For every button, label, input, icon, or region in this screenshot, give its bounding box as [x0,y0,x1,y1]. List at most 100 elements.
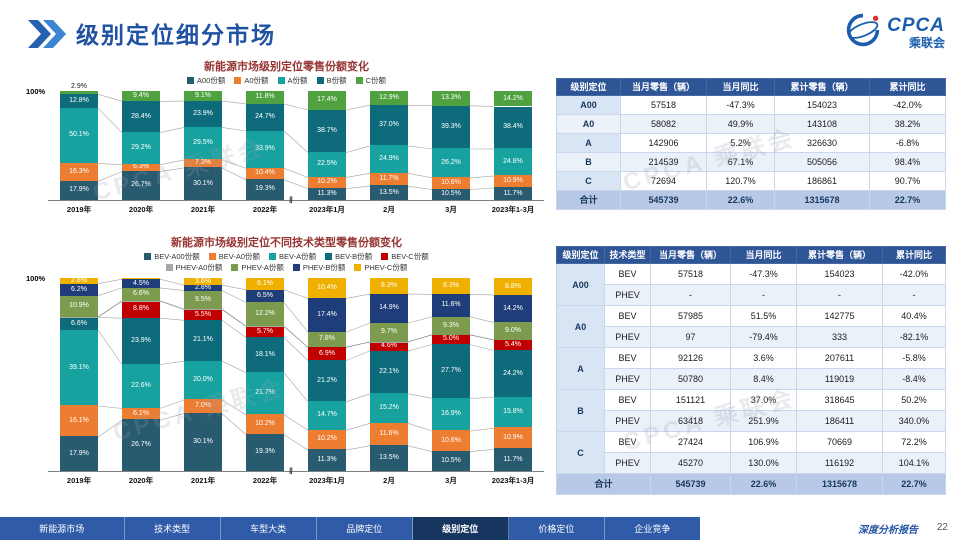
segment-label: 2.9% [71,83,87,90]
bar-segment: 6.3% [122,164,160,171]
bar-segment: 22.1% [370,350,408,394]
bar-segment: 26.7% [122,419,160,471]
value-cell: 50.2% [882,389,946,411]
legend-label: BEV-B份额 [335,252,373,261]
value-cell: 142906 [620,133,707,153]
legend-item: B份额 [316,75,347,86]
stacked-bar: 19.3% 10.2% 21.7% 18.1% 5.7% 12.2% 6.5% 6.1% [246,278,284,471]
table-row: PHEV 50780 8.4% 119019 -8.4% [557,368,946,390]
segment-label: 9.0% [505,327,521,335]
segment-label: 6.5% [257,292,273,300]
segment-label: 21.1% [193,336,213,344]
legend-item: BEV-A0份额 [208,251,260,262]
x-axis-label: 2020年 [128,476,154,485]
value-cell: 116192 [796,452,883,474]
segment-label: 9.4% [133,92,149,100]
legend-swatch [325,253,333,260]
value-cell: 318645 [796,389,883,411]
chart-plot-area: 17.9% 16.1% 39.1% 6.6% 10.9% 6.2% 2.8% 26.7% 6.1… [48,277,544,476]
table-row: C BEV 27424 106.9% 70669 72.2% [556,431,946,474]
chart-segment-share-by-tech: 新能源市场级别定位不同技术类型零售份额变化 BEV-A00份额 BEV-A0份额 B… [26,236,545,486]
legend-swatch [165,264,173,271]
x-axis-label: 2月 [383,205,395,214]
segment-label: 30.1% [193,438,213,446]
total-cell: 545739 [620,190,707,210]
tech-cell: PHEV [604,368,651,390]
value-cell: 326630 [774,133,870,153]
bar-segment: 6.2% [60,283,98,296]
bar-segment: 12.9% [370,91,408,106]
nav-tab-车型大类[interactable]: 车型大类 [221,517,317,540]
segment-label: 39.3% [441,123,461,131]
value-cell: 5.2% [706,133,775,153]
bar-segment: 2.8% [60,277,98,284]
segment-label: 33.9% [255,145,275,153]
bar-segment: 30.1% [184,412,222,471]
bar-segment: 10.5% [432,188,470,200]
value-cell: 186861 [774,171,870,191]
segment-label: 5.7% [257,327,273,335]
segment-cell: A00 [556,263,605,306]
table-row: C 72694 120.7% 186861 90.7% [556,171,946,191]
segment-label: 6.3% [133,163,149,171]
x-axis-label: 2023年1月 [309,205,345,214]
legend-label: BEV-C份额 [391,252,429,261]
bar-segment: 24.9% [370,145,408,173]
bar-segment: 21.2% [308,360,346,402]
value-cell: 57518 [620,95,707,115]
segment-label: 4.6% [381,342,397,350]
nav-tab-技术类型[interactable]: 技术类型 [125,517,221,540]
value-cell: -79.4% [730,326,797,348]
legend-item: BEV-B份额 [325,251,372,262]
bar-segment: 26.7% [122,170,160,200]
legend-item: BEV-A00份额 [144,251,200,262]
bar-segment: 11.7% [494,187,532,200]
x-axis-label: 2021年 [190,205,216,214]
segment-label: 27.7% [441,367,461,375]
segment-label: 29.5% [193,139,213,147]
legend-label: BEV-A00份额 [154,252,200,261]
bar-segment: 14.7% [308,401,346,430]
nav-tab-价格定位[interactable]: 价格定位 [509,517,605,540]
bar-segment: 14.9% [370,294,408,323]
segment-label: 15.8% [503,408,523,416]
bar-segment: 6.9% [308,346,346,361]
value-cell: 98.4% [869,152,946,172]
bar-segment: 6.1% [246,278,284,290]
bar-segment: 10.6% [432,430,470,451]
value-cell: 3.6% [730,347,797,369]
tech-cell: BEV [604,431,651,453]
segment-label: 15.2% [379,404,399,412]
segment-label: 10.9% [69,302,89,310]
x-axis-label: 2月 [383,476,395,485]
nav-tab-品牌定位[interactable]: 品牌定位 [317,517,413,540]
value-cell: - [882,284,946,306]
bar-segment: 7.0% [184,399,222,413]
page-number: 22 [936,522,948,533]
logo-text: CPCA 乘联会 [887,15,945,50]
segment-label: 3.6% [195,277,211,285]
bar-segment: 24.7% [246,103,284,131]
value-cell: 333 [796,326,883,348]
bar-segment: 10.2% [308,176,346,188]
nav-tab-级别定位[interactable]: 级别定位 [412,517,509,540]
bar-segment: 17.4% [308,90,346,110]
bar-segment: 8.8% [494,278,532,295]
segment-label: 12.8% [69,97,89,105]
table-row: A0 BEV 57985 51.5% 142775 40.4% [556,305,946,348]
nav-tab-新能源市场[interactable]: 新能源市场 [0,517,125,540]
column-header: 级别定位 [556,246,605,264]
x-axis-label: 3月 [445,476,457,485]
legend-label: PHEV-A0份额 [175,263,223,272]
bar-segment: 24.2% [494,350,532,397]
tech-cell: BEV [604,389,651,411]
nav-tab-企业竞争[interactable]: 企业竞争 [634,524,671,534]
x-axis-label: 2020年 [128,205,154,214]
column-header: 级别定位 [556,78,621,96]
column-header: 当月零售（辆） [650,246,731,264]
segment-cell: A0 [556,305,605,348]
segment-label: 10.6% [441,436,461,444]
bar-segment: 39.1% [60,329,98,406]
table-row: PHEV 97 -79.4% 333 -82.1% [557,326,946,348]
segment-label: 22.5% [317,160,337,168]
